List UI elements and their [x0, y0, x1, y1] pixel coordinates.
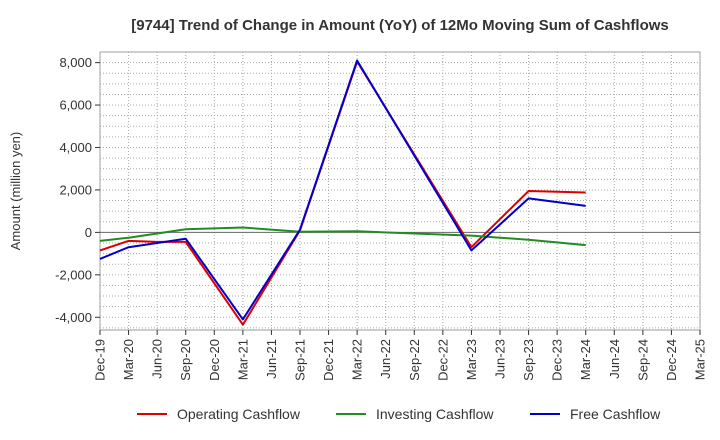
y-tick-label: 8,000 — [59, 55, 92, 70]
x-tick-label: Jun-23 — [493, 339, 508, 379]
y-axis-ticks: 8,000 6,000 4,000 2,000 0 -2,000 -4,000 — [55, 55, 100, 325]
series-line-investing-cashflow — [99, 226, 586, 247]
x-tick-label: Sep-22 — [407, 339, 422, 381]
x-tick-label: Sep-21 — [293, 339, 308, 381]
x-tick-label: Mar-24 — [578, 339, 593, 380]
series-lines — [99, 59, 586, 326]
x-tick-label: Sep-20 — [178, 339, 193, 381]
y-tick-label: 0 — [85, 225, 92, 240]
x-axis-ticks: Dec-19 Mar-20 Jun-20 Sep-20 Dec-20 Mar-21 Jun-… — [93, 330, 708, 381]
series-line-operating-cashflow — [99, 60, 586, 326]
x-tick-label: Dec-24 — [664, 339, 679, 381]
y-tick-label: 4,000 — [59, 140, 92, 155]
x-tick-label: Mar-22 — [350, 339, 365, 380]
x-tick-label: Mar-21 — [235, 339, 250, 380]
x-tick-label: Mar-25 — [693, 339, 708, 380]
x-tick-label: Dec-20 — [207, 339, 222, 381]
y-tick-label: 2,000 — [59, 182, 92, 197]
x-tick-label: Sep-24 — [635, 339, 650, 381]
x-tick-label: Jun-20 — [150, 339, 165, 379]
x-tick-label: Dec-21 — [321, 339, 336, 381]
x-tick-label: Dec-23 — [550, 339, 565, 381]
chart-title: [9744] Trend of Change in Amount (YoY) o… — [131, 17, 669, 34]
x-tick-label: Dec-22 — [435, 339, 450, 381]
x-tick-label: Mar-23 — [464, 339, 479, 380]
series-line-free-cashflow — [99, 59, 586, 321]
legend-label: Operating Cashflow — [177, 406, 301, 422]
y-tick-label: -4,000 — [55, 310, 92, 325]
legend: Operating Cashflow Investing Cashflow Free… — [137, 406, 661, 422]
y-tick-label: 6,000 — [59, 98, 92, 113]
x-tick-label: Jun-21 — [264, 339, 279, 379]
legend-label: Investing Cashflow — [376, 406, 494, 422]
y-tick-label: -2,000 — [55, 267, 92, 282]
x-tick-label: Jun-22 — [378, 339, 393, 379]
x-tick-label: Sep-23 — [521, 339, 536, 381]
x-tick-label: Jun-24 — [607, 339, 622, 379]
x-tick-label: Mar-20 — [121, 339, 136, 380]
plot-area — [99, 51, 701, 331]
legend-label: Free Cashflow — [570, 406, 661, 422]
x-tick-label: Dec-19 — [93, 339, 108, 381]
grid-lines — [99, 51, 701, 330]
y-axis-label: Amount (million yen) — [8, 132, 23, 251]
